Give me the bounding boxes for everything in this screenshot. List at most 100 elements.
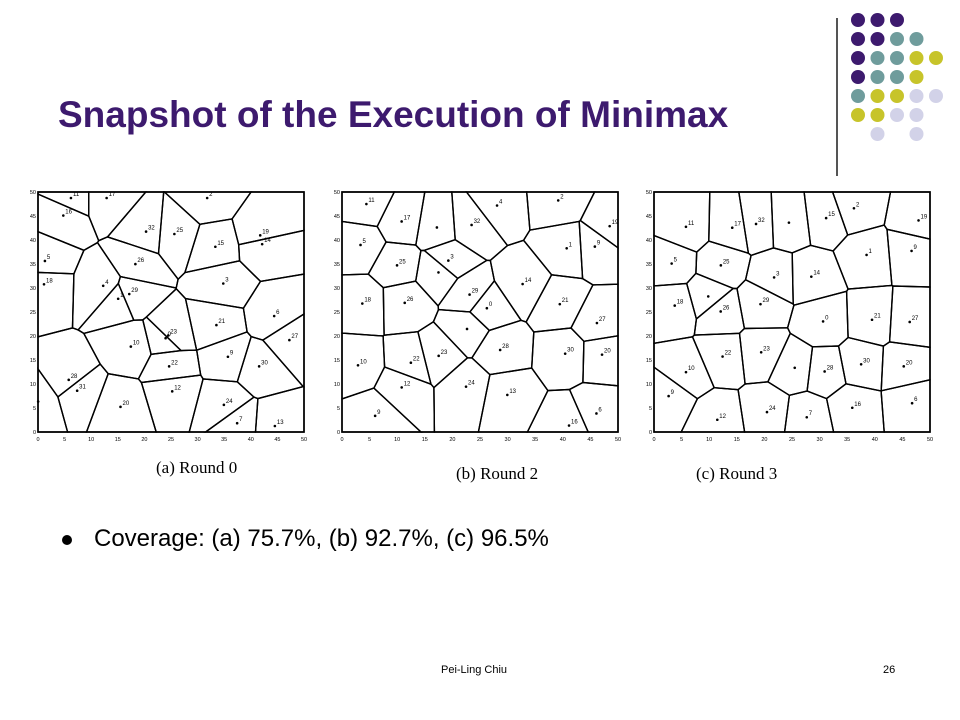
- x-tick-label: 40: [560, 437, 566, 443]
- y-tick-label: 0: [33, 430, 36, 436]
- sensor-node-label: 21: [218, 319, 225, 325]
- voronoi-cell: [886, 228, 931, 288]
- voronoi-cell: [142, 316, 183, 356]
- sensor-node-point: [361, 302, 364, 305]
- x-tick-label: 50: [927, 437, 933, 443]
- y-tick-label: 15: [334, 358, 340, 364]
- y-tick-label: 50: [334, 190, 340, 196]
- sensor-node-label: 31: [79, 385, 86, 391]
- voronoi-cell: [691, 332, 746, 391]
- decorative-dot-grid: [851, 13, 943, 141]
- sensor-node-label: 17: [734, 222, 741, 228]
- footer-author: Pei-Ling Chiu: [441, 664, 508, 676]
- sensor-node-point: [506, 393, 509, 397]
- sensor-node-label: 22: [171, 360, 178, 366]
- sensor-node-label: 19: [612, 220, 619, 226]
- sensor-node-point: [67, 378, 71, 382]
- voronoi-cell: [341, 220, 387, 276]
- x-tick-label: 25: [789, 437, 795, 443]
- sensor-node-point: [127, 292, 131, 296]
- sensor-node-label: 9: [597, 241, 601, 247]
- sensor-node-point: [772, 276, 776, 279]
- sensor-node-point: [759, 302, 762, 306]
- voronoi-cell: [341, 273, 385, 337]
- y-tick-label: 50: [646, 190, 652, 196]
- sensor-node-point: [447, 259, 450, 262]
- bullet-dot-icon: [62, 535, 72, 545]
- x-tick-label: 35: [844, 437, 850, 443]
- sensor-node-point: [706, 295, 710, 298]
- sensor-node-point: [563, 352, 567, 355]
- voronoi-panel-round-0: 11 17 32 15 2 19 5 4 26 25 3 14 18 1 29 0 21 27 28 10 22 23 9 3…: [28, 188, 318, 486]
- plot-border: [653, 191, 931, 433]
- x-tick-label: 20: [761, 437, 767, 443]
- sensor-node-label: 6: [914, 397, 918, 403]
- sensor-node-label: 10: [360, 359, 367, 365]
- y-tick-label: 20: [646, 334, 652, 340]
- voronoi-cell: [106, 191, 165, 255]
- voronoi-cell: [88, 191, 148, 242]
- voronoi-cell: [786, 290, 849, 348]
- sensor-node-label: 19: [262, 229, 269, 235]
- voronoi-cell: [477, 367, 549, 433]
- sensor-node-label: 13: [509, 389, 516, 395]
- voronoi-cell: [530, 327, 585, 392]
- sensor-node-point: [258, 234, 262, 237]
- sensor-node-label: 12: [174, 385, 181, 391]
- y-tick-label: 45: [646, 214, 652, 220]
- sensor-node-point: [164, 336, 167, 340]
- sensor-node-label: 25: [399, 259, 406, 265]
- voronoi-cell: [744, 247, 794, 306]
- sensor-node-label: 26: [137, 258, 144, 264]
- decorative-dot: [890, 108, 904, 122]
- y-tick-label: 40: [30, 238, 36, 244]
- sensor-node-point: [719, 264, 723, 267]
- decorative-dot: [890, 32, 904, 46]
- sensor-node-label: 23: [170, 329, 177, 335]
- voronoi-cell: [693, 287, 746, 336]
- voronoi-cell: [37, 366, 69, 433]
- sensor-node-label: 32: [758, 218, 765, 224]
- sensor-node-point: [166, 334, 170, 337]
- voronoi-diagram-a: 11 17 32 15 2 19 5 4 26 25 3 14 18 1 29 0 21 27 28 10 22 23 9 3…: [30, 190, 307, 443]
- sensor-node-point: [101, 284, 105, 288]
- voronoi-cell: [414, 249, 459, 308]
- decorative-dot: [851, 108, 865, 122]
- decorative-dot: [909, 108, 924, 122]
- x-tick-label: 45: [587, 437, 593, 443]
- sensor-node-label: 23: [441, 350, 448, 356]
- decorative-dot: [870, 70, 885, 84]
- plot-border: [37, 191, 305, 433]
- voronoi-cell: [708, 191, 750, 255]
- sensor-node-point: [595, 321, 599, 325]
- sensor-node-label: 1: [869, 249, 873, 255]
- sensor-node-label: 18: [677, 300, 684, 306]
- voronoi-cell: [261, 312, 305, 388]
- sensor-node-point: [593, 245, 597, 248]
- sensor-node-point: [437, 271, 440, 274]
- sensor-node-label: 10: [688, 366, 695, 372]
- sensor-node-label: 12: [719, 414, 726, 420]
- sensor-node-point: [116, 297, 120, 301]
- sensor-node-label: 26: [407, 297, 414, 303]
- decorative-dot: [870, 13, 885, 27]
- sensor-node-point: [495, 204, 499, 207]
- sensor-node-point: [793, 366, 797, 370]
- y-tick-label: 35: [646, 262, 652, 268]
- sensor-node-point: [805, 415, 809, 419]
- voronoi-cell: [888, 285, 931, 349]
- decorative-dot: [909, 32, 924, 46]
- voronoi-cell: [71, 241, 122, 331]
- sensor-node-point: [167, 365, 171, 368]
- voronoi-cell: [231, 191, 305, 246]
- sensor-node-label: 15: [828, 212, 835, 218]
- sensor-node-point: [821, 320, 825, 323]
- sensor-node-point: [684, 370, 688, 374]
- y-tick-label: 40: [646, 238, 652, 244]
- x-tick-label: 30: [817, 437, 823, 443]
- sensor-node-point: [910, 249, 913, 253]
- sensor-node-point: [567, 424, 571, 427]
- sensor-node-point: [684, 225, 688, 229]
- voronoi-cell: [770, 191, 812, 254]
- sensor-node-label: 27: [599, 317, 606, 323]
